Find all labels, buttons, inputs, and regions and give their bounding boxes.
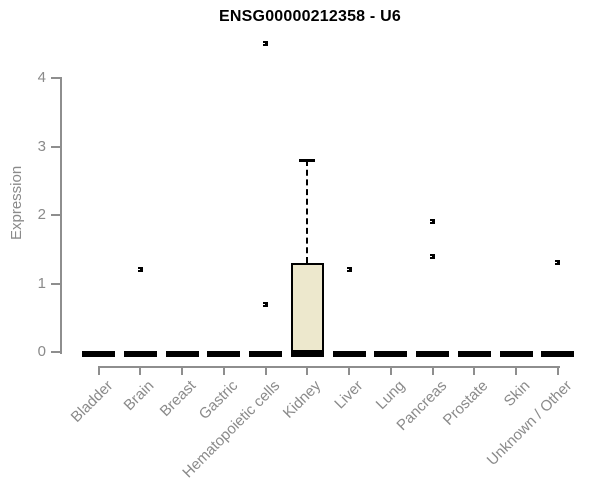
y-axis-line (60, 77, 62, 354)
collapsed-box (165, 351, 199, 357)
x-tick (97, 366, 100, 375)
collapsed-box (249, 351, 283, 357)
x-tick (139, 366, 142, 375)
category-label: Kidney (280, 377, 325, 422)
y-tick-label: 3 (37, 137, 46, 155)
collapsed-box (457, 351, 491, 357)
collapsed-box (82, 351, 115, 357)
whisker-line (306, 160, 309, 263)
median-bar (290, 351, 324, 357)
x-axis-line (98, 366, 560, 368)
category-label: Lung (372, 377, 409, 413)
y-tick (51, 351, 60, 353)
category-label: Brain (120, 377, 158, 415)
y-tick (51, 77, 60, 79)
x-tick (222, 366, 225, 375)
y-tick (51, 214, 60, 216)
collapsed-box (207, 351, 241, 357)
category-label: Breast (156, 377, 200, 420)
outlier-point (347, 267, 352, 272)
y-tick-label: 2 (37, 206, 46, 223)
outlier-point (263, 41, 268, 46)
outlier-point (138, 267, 143, 272)
category-label: Liver (331, 377, 367, 413)
collapsed-box (332, 351, 366, 357)
collapsed-box (374, 351, 408, 357)
x-tick (306, 366, 309, 375)
category-label: Prostate (440, 377, 492, 429)
x-tick (515, 366, 518, 375)
whisker-cap (299, 159, 316, 163)
collapsed-box (123, 351, 157, 357)
collapsed-box (416, 351, 450, 357)
outlier-point (430, 219, 435, 224)
y-tick (51, 282, 60, 285)
chart-title: ENSG00000212358 - U6 (219, 8, 401, 25)
outlier-point (430, 254, 435, 259)
category-label: Skin (500, 377, 534, 410)
x-tick (264, 366, 267, 375)
outlier-point (555, 260, 560, 265)
y-tick (51, 145, 60, 148)
y-tick-label: 4 (37, 69, 46, 86)
x-tick (473, 366, 476, 375)
x-tick (181, 366, 184, 375)
box (290, 262, 324, 352)
category-label: Bladder (67, 377, 116, 426)
y-tick-label: 0 (37, 343, 46, 360)
x-tick (556, 366, 559, 375)
collapsed-box (499, 351, 533, 357)
x-tick (431, 366, 434, 375)
outlier-point (263, 302, 268, 307)
collapsed-box (541, 351, 575, 357)
x-tick (389, 366, 392, 375)
y-tick-label: 1 (37, 274, 46, 292)
x-tick (348, 366, 351, 375)
